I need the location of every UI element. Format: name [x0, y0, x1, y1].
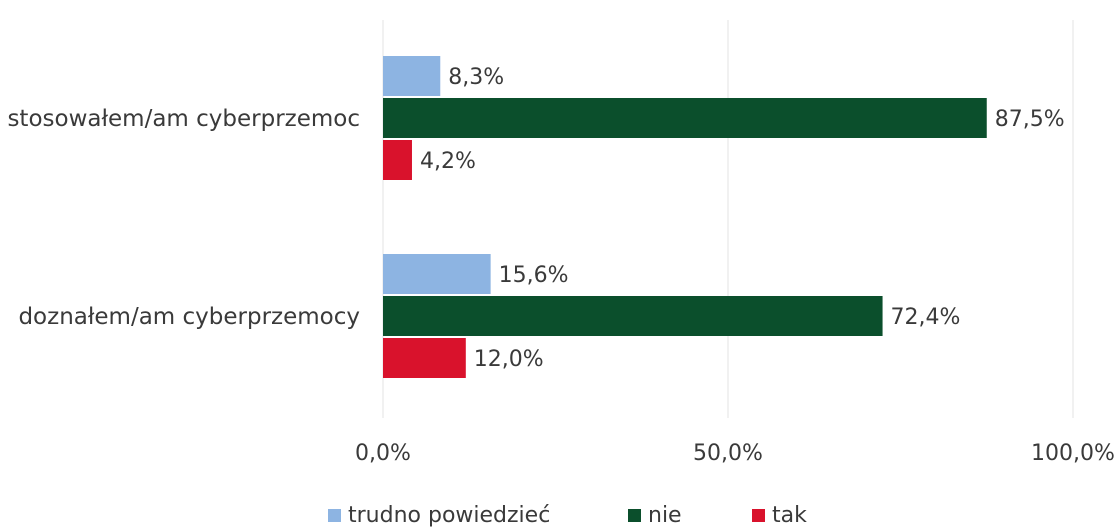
bars: [383, 56, 987, 378]
bar-tak-0: [383, 140, 412, 180]
x-tick-label: 0,0%: [355, 441, 411, 466]
legend-label: tak: [772, 503, 807, 528]
bar-nie-0: [383, 98, 987, 138]
data-label: 72,4%: [891, 305, 961, 330]
data-label: 4,2%: [420, 149, 476, 174]
data-label: 87,5%: [995, 107, 1065, 132]
legend-label: nie: [648, 503, 682, 528]
x-tick-label: 50,0%: [693, 441, 763, 466]
x-axis-tick-labels: 0,0% 50,0% 100,0%: [355, 441, 1115, 466]
x-tick-label: 100,0%: [1031, 441, 1115, 466]
bar-trudno-powiedzieć-0: [383, 56, 441, 96]
bar-tak-1: [383, 338, 466, 378]
legend-swatch: [752, 509, 765, 522]
category-label: stosowałem/am cyberprzemoc: [7, 106, 360, 132]
legend-swatch: [328, 509, 341, 522]
category-label: doznałem/am cyberprzemocy: [18, 304, 360, 330]
data-label: 12,0%: [474, 347, 544, 372]
bar-nie-1: [383, 296, 883, 336]
data-label: 15,6%: [499, 263, 569, 288]
legend-swatch: [628, 509, 641, 522]
category-labels: stosowałem/am cyberprzemoc doznałem/am cy…: [7, 106, 360, 330]
legend-label: trudno powiedzieć: [348, 503, 550, 528]
data-label: 8,3%: [448, 65, 504, 90]
data-labels: 8,3% 15,6% 87,5% 72,4% 4,2% 12,0%: [420, 65, 1065, 372]
bar-trudno-powiedzieć-1: [383, 254, 491, 294]
legend: trudno powiedzieć nie tak: [328, 503, 807, 528]
